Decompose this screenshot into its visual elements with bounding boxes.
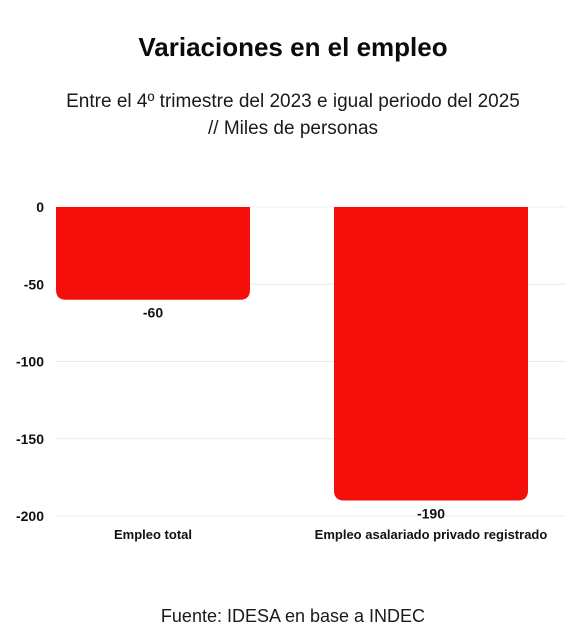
y-axis-ticks: 0 -50 -100 -150 -200: [16, 199, 44, 524]
bar-chart: 0-50-100-150-200 -60-190 Empleo total Emp…: [16, 199, 566, 542]
y-tick-label: -150: [16, 431, 44, 447]
chart-title: Variaciones en el empleo: [138, 32, 448, 62]
data-label-1: -190: [417, 506, 445, 522]
y-tick-label: -100: [16, 354, 44, 370]
source-note: Fuente: IDESA en base a INDEC: [160, 606, 426, 626]
category-label-0: Empleo total: [114, 527, 192, 542]
chart-subtitle: Entre el 4º trimestre del 2023 e igual p…: [0, 88, 586, 142]
bar-1: [334, 207, 528, 501]
category-labels: Empleo total Empleo asalariado privado re…: [114, 527, 547, 542]
y-tick-label: 0: [36, 199, 44, 215]
bar-0: [56, 207, 250, 300]
data-labels: -60 -190: [143, 305, 445, 522]
bars: [56, 207, 528, 501]
y-tick-label: -50: [24, 276, 44, 292]
subtitle-line-2: // Miles de personas: [207, 118, 379, 139]
category-label-1: Empleo asalariado privado registrado: [315, 527, 548, 542]
subtitle-line-1: Entre el 4º trimestre del 2023 e igual p…: [66, 91, 520, 112]
data-label-0: -60: [143, 305, 163, 321]
y-tick-label: -200: [16, 508, 44, 524]
